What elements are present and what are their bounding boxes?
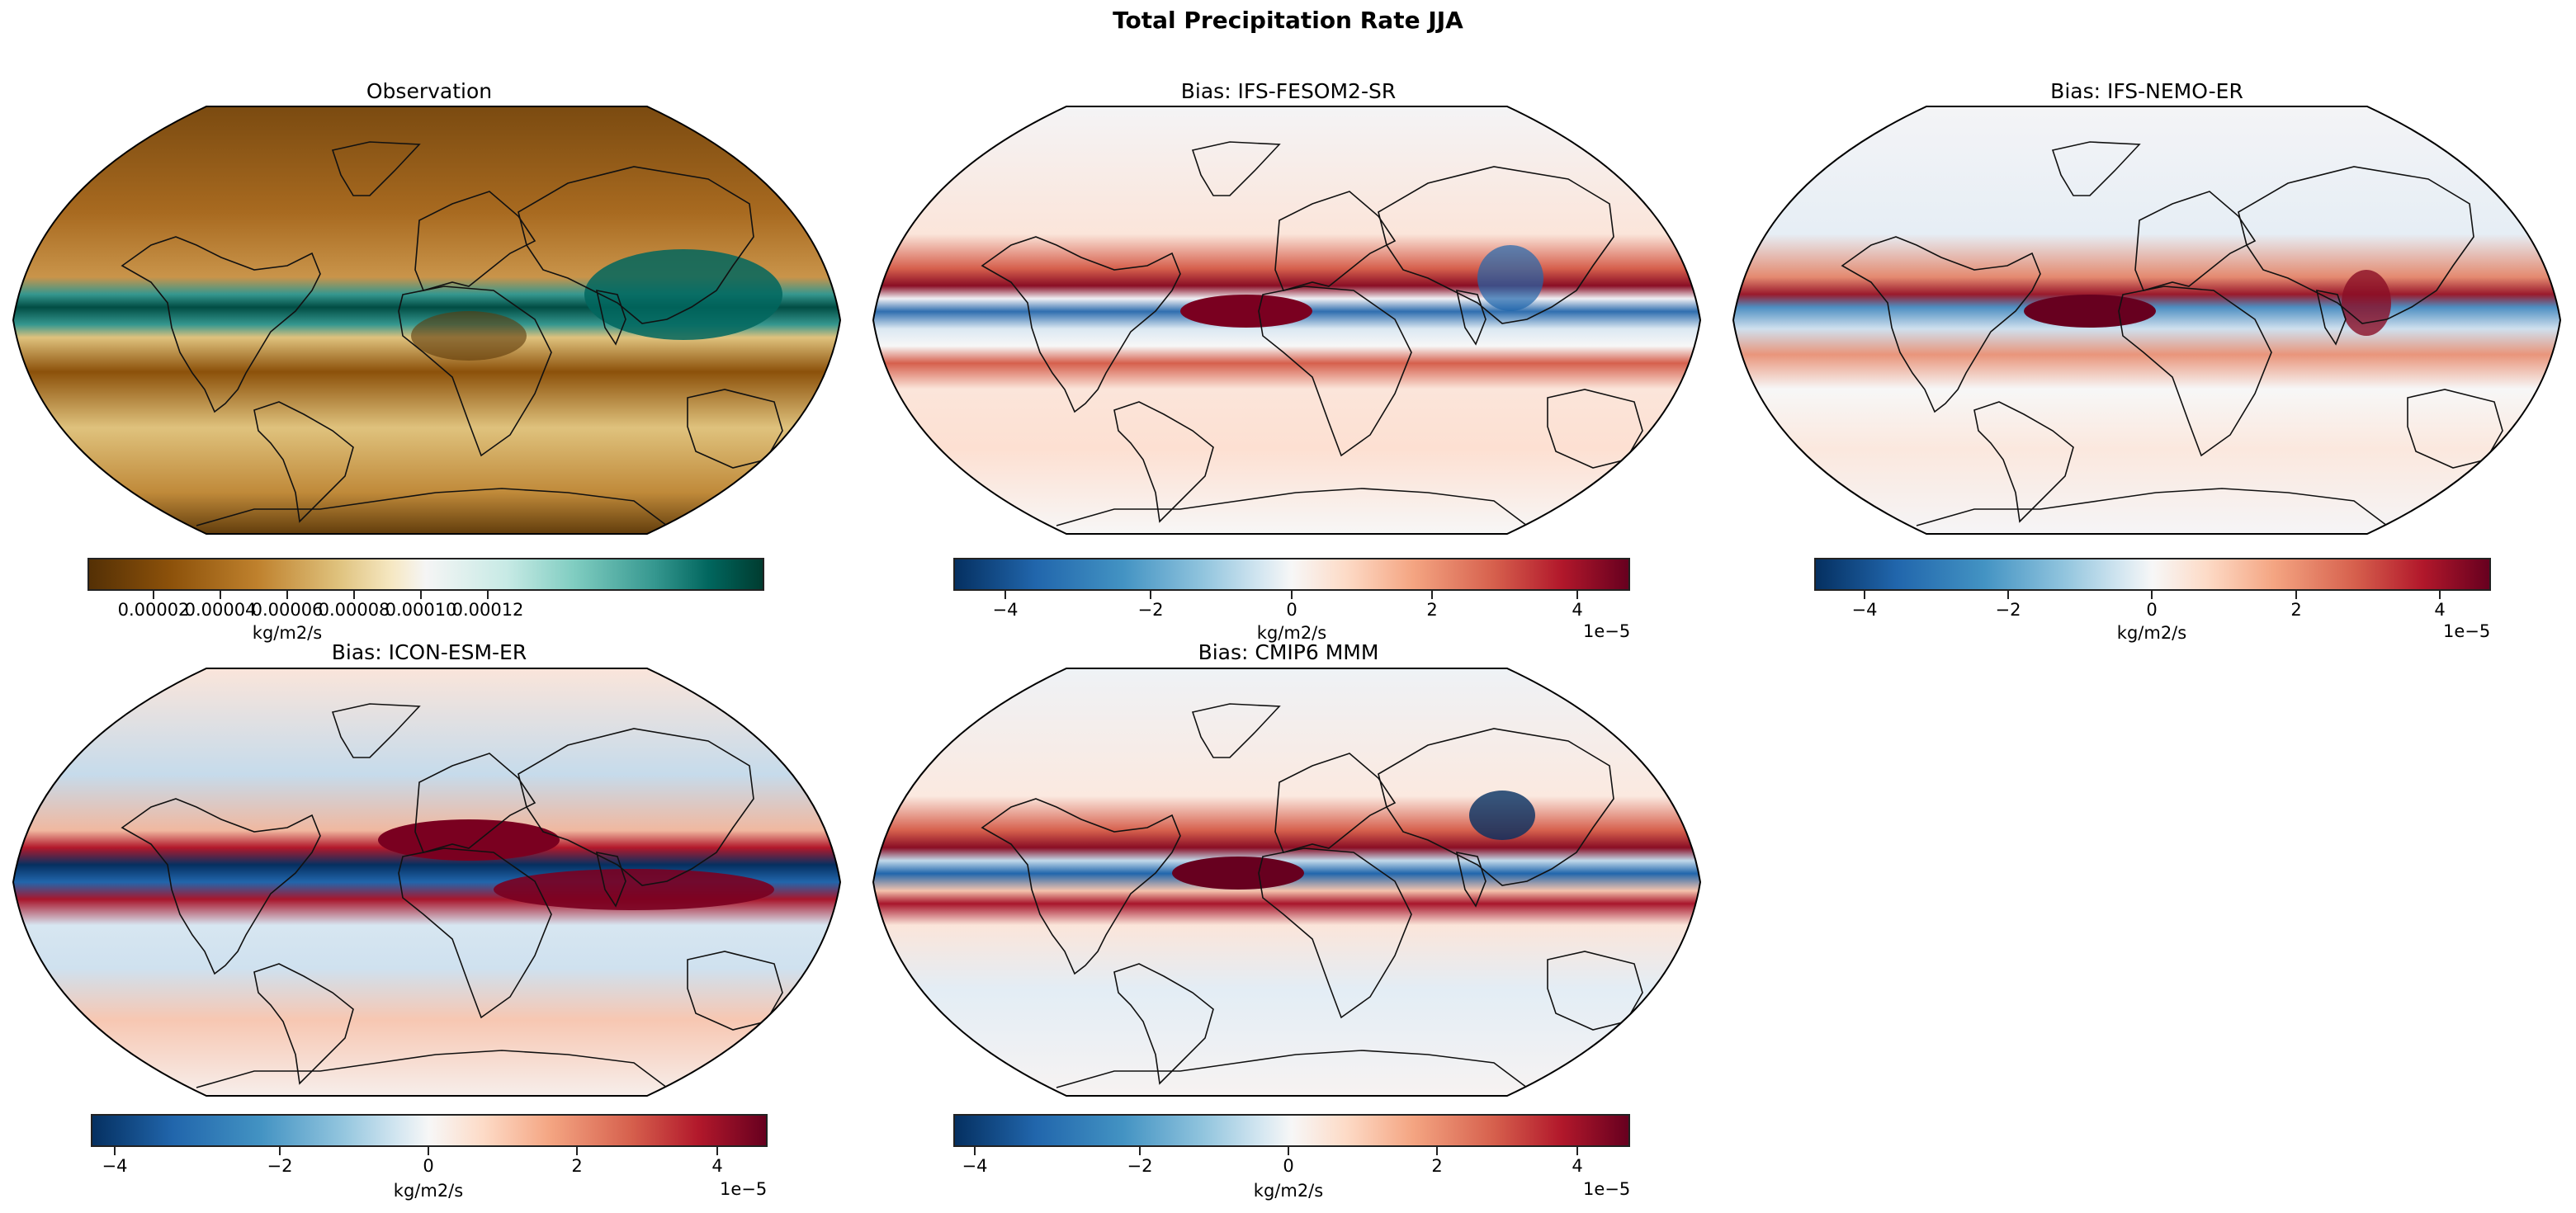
colorbar-tick-label: 0.00008 [318,600,390,620]
colorbar-tick [1436,1147,1438,1155]
colorbar-tick-label: 0.00012 [451,600,524,620]
colorbar-tick [1576,591,1578,599]
colorbar-unit-label: kg/m2/s [252,623,323,643]
colorbar-tick-label: 0.00004 [184,600,257,620]
colorbar-tick [353,591,355,599]
colorbar-tick [2151,591,2153,599]
colorbar-tick-label: 0 [1283,1156,1294,1176]
colorbar-tick-label: −2 [1995,600,2021,620]
colorbar-unit-label: kg/m2/s [393,1181,464,1201]
colorbar-tick [420,591,422,599]
colorbar-tick-label: 0 [2146,600,2158,620]
colorbar-tick [220,591,221,599]
colorbar-tick [153,591,154,599]
colorbar-tick [1139,1147,1141,1155]
map-ifs-fesom2-sr [867,105,1707,536]
colorbar-icon-esm-er [91,1114,768,1147]
map-ifs-nemo-er [1727,105,2567,536]
panel-title-cmip6-mmm: Bias: CMIP6 MMM [1198,640,1379,664]
colorbar-tick [1288,1147,1289,1155]
colorbar-tick-label: 4 [711,1156,723,1176]
colorbar-offset-label: 1e−5 [1583,621,1631,641]
colorbar-tick-label: 0 [423,1156,434,1176]
colorbar-unit-label: kg/m2/s [1253,1181,1324,1201]
map-icon-esm-er [7,667,847,1097]
colorbar-tick-label: 4 [1572,1156,1583,1176]
colorbar-offset-label: 1e−5 [2443,621,2491,641]
colorbar-tick-label: −2 [1137,600,1164,620]
map-observation [7,105,847,536]
panel-title-ifs-nemo-er: Bias: IFS-NEMO-ER [2050,79,2243,103]
colorbar-tick-label: 2 [571,1156,583,1176]
colorbar-tick-label: 2 [2290,600,2302,620]
colorbar-tick-label: 0 [1286,600,1297,620]
colorbar-tick-label: −2 [1127,1156,1153,1176]
colorbar-tick [2439,591,2441,599]
colorbar-tick [2295,591,2297,599]
colorbar-tick [279,1147,281,1155]
colorbar-tick-label: −2 [267,1156,293,1176]
colorbar-tick-label: −4 [1851,600,1878,620]
colorbar-tick [428,1147,429,1155]
colorbar-tick [1291,591,1293,599]
colorbar-tick [2007,591,2009,599]
colorbar-tick [974,1147,976,1155]
colorbar-offset-label: 1e−5 [720,1179,768,1199]
map-cmip6-mmm [867,667,1707,1097]
colorbar-cmip6-mmm [953,1114,1630,1147]
colorbar-offset-label: 1e−5 [1583,1179,1631,1199]
colorbar-tick [1576,1147,1578,1155]
panel-title-icon-esm-er: Bias: ICON-ESM-ER [331,640,527,664]
colorbar-tick-label: 0.00002 [117,600,190,620]
colorbar-tick-label: −4 [992,600,1019,620]
colorbar-tick-label: 0.00006 [251,600,324,620]
figure-title: Total Precipitation Rate JJA [1113,7,1463,34]
colorbar-tick [1864,591,1865,599]
colorbar-tick [286,591,288,599]
colorbar-tick [487,591,489,599]
colorbar-ifs-fesom2-sr [953,558,1630,591]
colorbar-tick [1004,591,1006,599]
panel-title-observation: Observation [366,79,493,103]
colorbar-tick-label: −4 [962,1156,988,1176]
colorbar-tick [1150,591,1151,599]
colorbar-observation [87,558,764,591]
panel-title-ifs-fesom2-sr: Bias: IFS-FESOM2-SR [1180,79,1397,103]
colorbar-tick-label: 2 [1431,1156,1443,1176]
colorbar-tick [1431,591,1433,599]
colorbar-tick-label: −4 [102,1156,128,1176]
colorbar-tick-label: 0.00010 [385,600,457,620]
colorbar-tick-label: 4 [1572,600,1583,620]
colorbar-ifs-nemo-er [1814,558,2491,591]
colorbar-unit-label: kg/m2/s [1256,623,1327,643]
colorbar-tick [576,1147,578,1155]
colorbar-tick [716,1147,718,1155]
colorbar-tick-label: 4 [2434,600,2446,620]
colorbar-tick-label: 2 [1426,600,1438,620]
colorbar-unit-label: kg/m2/s [2116,623,2187,643]
colorbar-tick [114,1147,116,1155]
